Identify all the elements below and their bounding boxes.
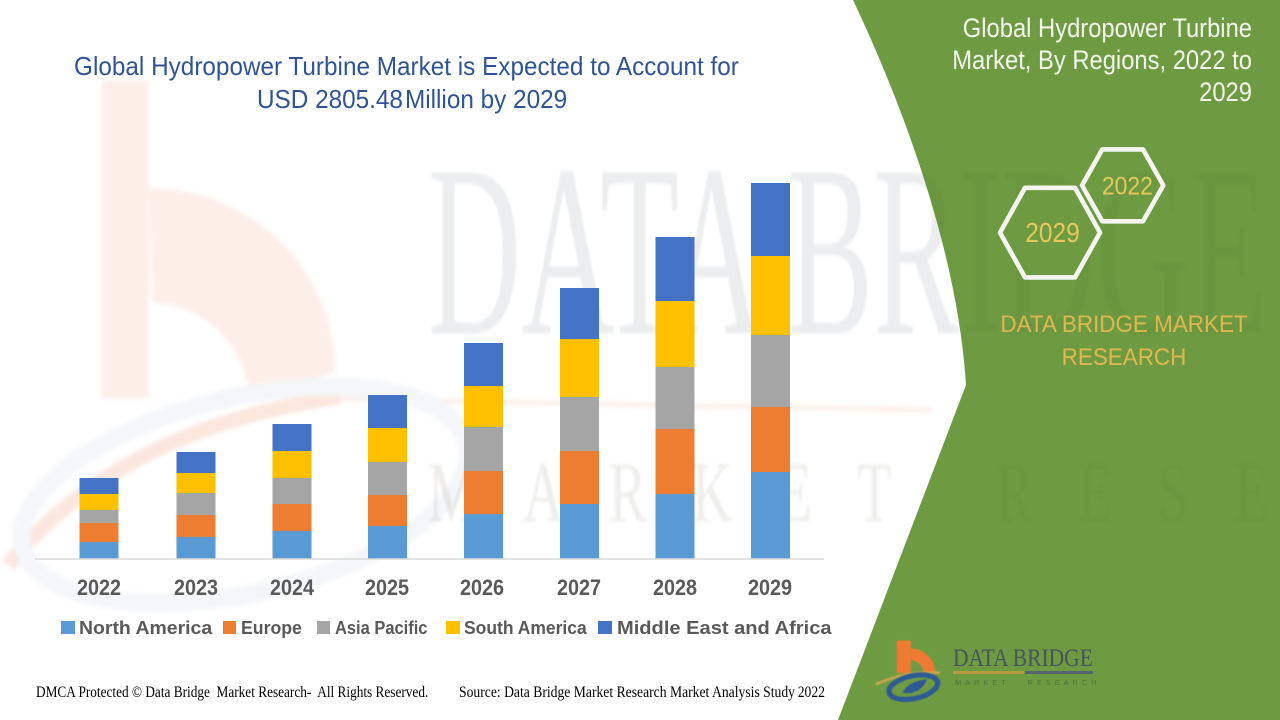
svg-text:2022: 2022	[1102, 173, 1153, 201]
svg-text:2029: 2029	[1025, 217, 1080, 248]
